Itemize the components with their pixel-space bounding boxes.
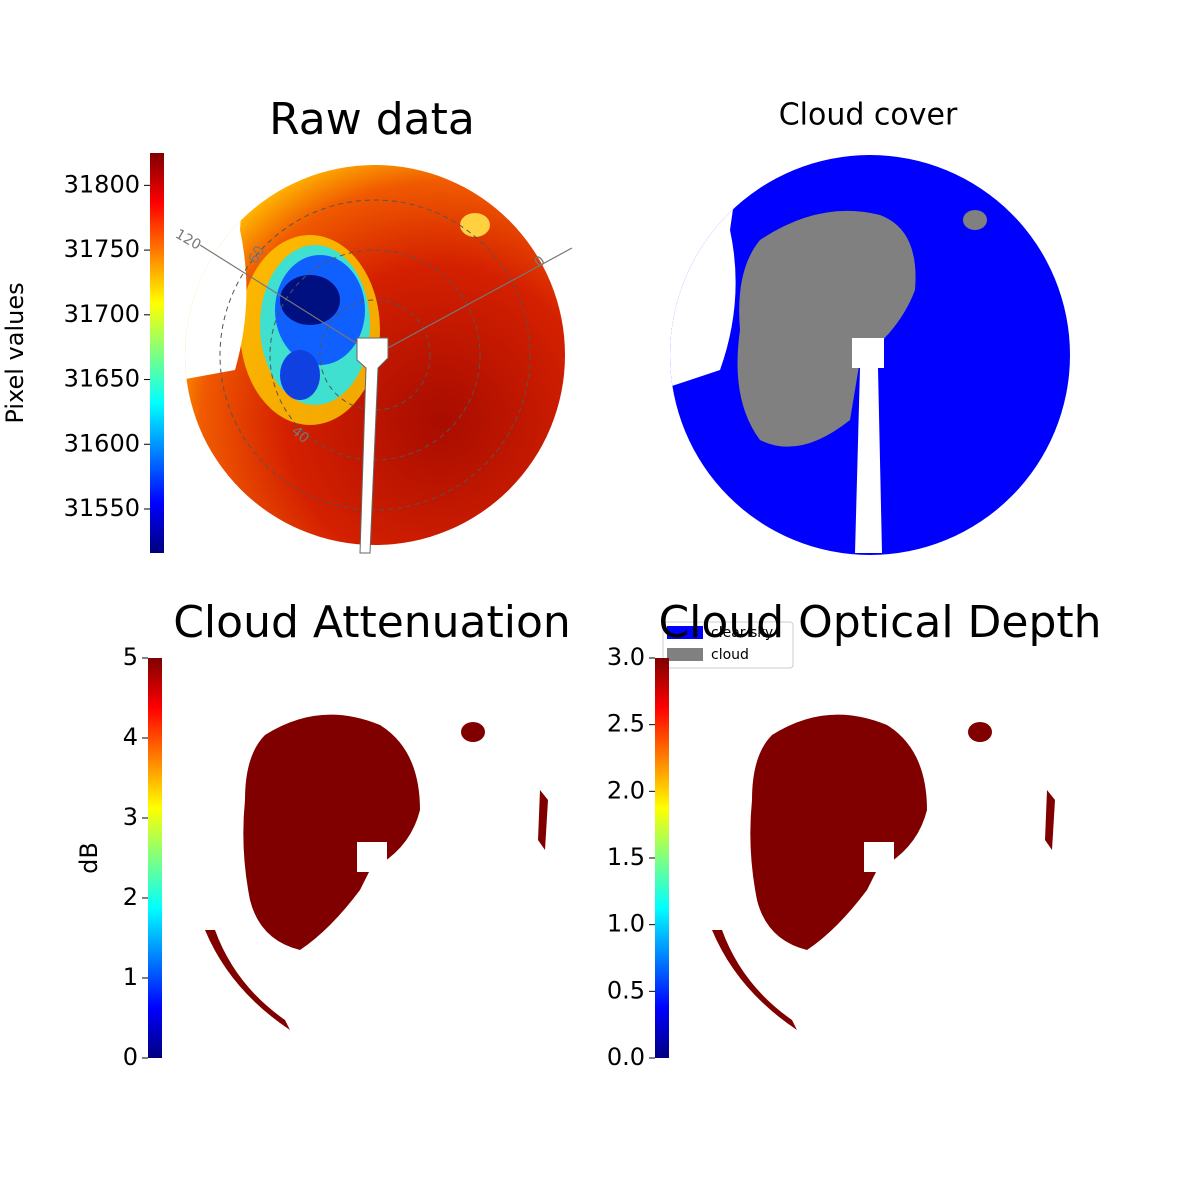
- colorbar-tick-label: 31800: [64, 170, 140, 198]
- colorbar-tick-label: 31550: [64, 494, 140, 522]
- attenuation-image: [205, 714, 548, 1030]
- colorbar-tick-label: 1.0: [607, 910, 645, 938]
- colorbar-tick-label: 5: [123, 643, 138, 671]
- polar-spokes: [199, 244, 573, 356]
- mask: [357, 842, 387, 872]
- colorbar: [655, 658, 669, 1058]
- legend-swatch: [667, 648, 703, 661]
- mask: [864, 842, 894, 872]
- legend-label: clear sky: [711, 625, 773, 641]
- optical-depth-image: [712, 714, 1055, 1030]
- colorbar-label: Pixel values: [1, 282, 29, 423]
- colorbar-tick-label: 31750: [64, 235, 140, 263]
- colorbar-tick-label: 0.5: [607, 976, 645, 1004]
- colorbar-tick-label: 31600: [64, 429, 140, 457]
- colorbar-tick-label: 0: [123, 1043, 138, 1071]
- legend-label: cloud: [711, 647, 749, 663]
- colorbar-label: dB: [75, 842, 103, 874]
- colorbar-tick-label: 2.5: [607, 710, 645, 738]
- polar-label: 60: [246, 243, 269, 266]
- colorbar-tick-label: 4: [123, 723, 138, 751]
- panel-title: Cloud cover: [779, 98, 958, 133]
- panel-title: Cloud Optical Depth: [658, 597, 1101, 648]
- mask: [356, 337, 389, 554]
- colorbar-tick-label: 2.0: [607, 776, 645, 804]
- colorbar-tick-label: 31700: [64, 300, 140, 328]
- colorbar-tick-label: 2: [123, 883, 138, 911]
- polar-label: 120: [172, 226, 203, 253]
- colorbar-tick-label: 3: [123, 803, 138, 831]
- colorbar-tick-label: 3.0: [607, 643, 645, 671]
- colorbar-tick-label: 1: [123, 963, 138, 991]
- colorbar-tick-label: 31650: [64, 365, 140, 393]
- colorbar: [150, 153, 164, 553]
- polar-grid: [219, 199, 531, 511]
- colorbar: [148, 658, 162, 1058]
- legend-swatch: [667, 626, 703, 639]
- mask: [852, 338, 884, 553]
- colorbar-tick-label: 0.0: [607, 1043, 645, 1071]
- colorbar-tick-label: 1.5: [607, 843, 645, 871]
- panel-title: Raw data: [269, 94, 475, 145]
- panel-title: Cloud Attenuation: [173, 597, 571, 648]
